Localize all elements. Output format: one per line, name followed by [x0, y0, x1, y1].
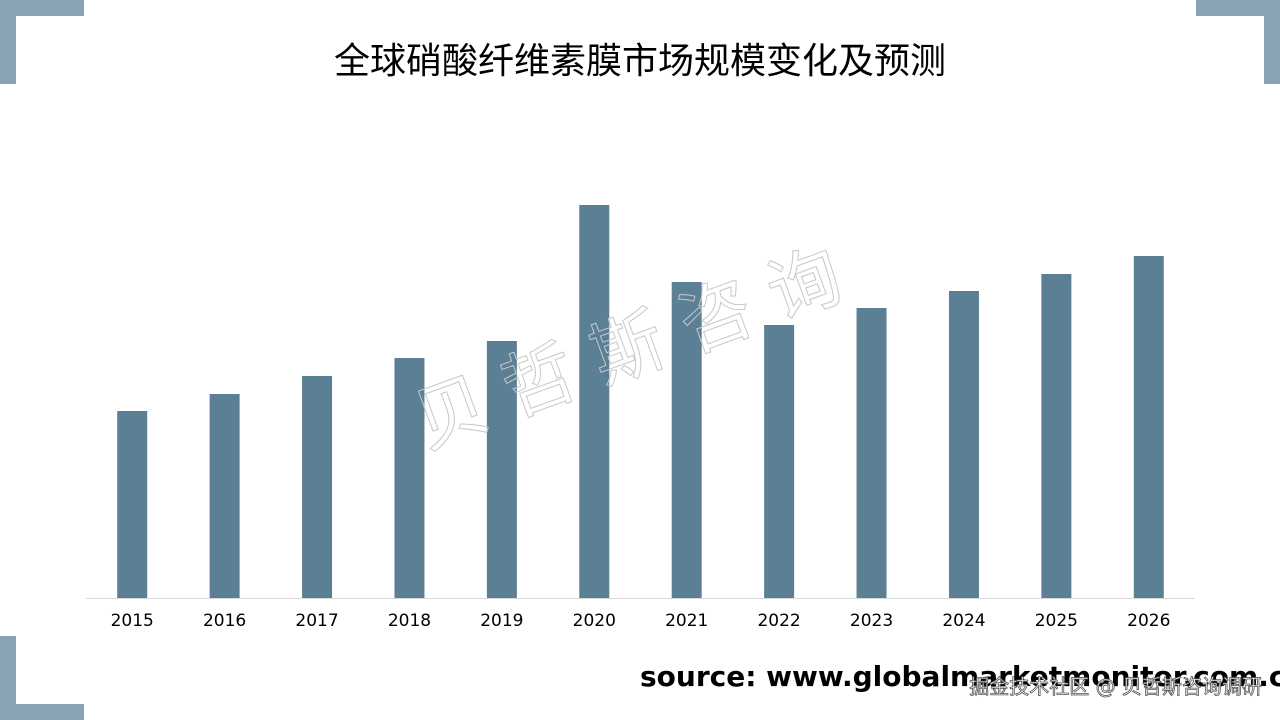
- x-tick-label: 2022: [757, 611, 800, 631]
- bar: [856, 308, 887, 598]
- x-tick-label: 2015: [111, 611, 154, 631]
- footer-watermark: 掘金技术社区 @ 贝哲斯咨询调研: [969, 675, 1262, 699]
- corner-decoration: [1196, 0, 1280, 16]
- source: source: www.globalmarketmonitor.com.cn: [640, 660, 1280, 693]
- x-tick-label: 2018: [388, 611, 431, 631]
- bar: [948, 291, 979, 598]
- x-tick-label: 2026: [1127, 611, 1170, 631]
- bar: [671, 282, 702, 598]
- bar: [117, 411, 148, 598]
- bar: [1133, 256, 1164, 598]
- x-tick-label: 2025: [1035, 611, 1078, 631]
- x-tick-label: 2020: [573, 611, 616, 631]
- chart-title: 全球硝酸纤维素膜市场规模变化及预测: [334, 41, 946, 82]
- bar: [579, 205, 610, 598]
- x-tick-label: 2019: [480, 611, 523, 631]
- corner-decoration: [0, 704, 84, 720]
- x-tick-label: 2023: [850, 611, 893, 631]
- x-tick-label: 2016: [203, 611, 246, 631]
- corner-decoration: [0, 0, 84, 16]
- bar: [302, 376, 333, 598]
- x-tick-label: 2017: [295, 611, 338, 631]
- corner-decoration: [0, 636, 16, 720]
- watermark: 贝哲斯咨询: [403, 225, 873, 465]
- x-tick-label: 2021: [665, 611, 708, 631]
- bar: [394, 358, 425, 598]
- x-tick-label: 2024: [942, 611, 985, 631]
- bar: [209, 394, 240, 598]
- corner-decoration: [0, 0, 16, 84]
- bar: [486, 341, 517, 598]
- corner-decoration: [1264, 0, 1280, 84]
- bar: [764, 325, 795, 598]
- bar: [1041, 274, 1072, 598]
